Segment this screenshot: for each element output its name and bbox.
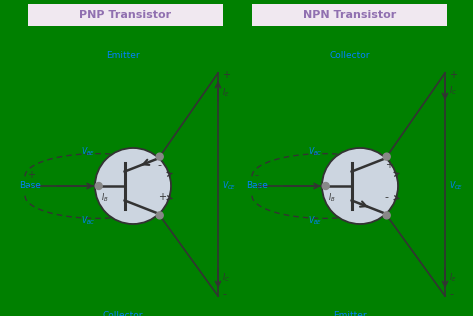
Text: $I_E$: $I_E$ <box>222 87 229 99</box>
Circle shape <box>156 212 163 219</box>
Text: +: + <box>158 192 166 202</box>
Text: +: + <box>27 170 35 180</box>
Text: NPN Transistor: NPN Transistor <box>303 10 396 20</box>
Text: Emitter: Emitter <box>106 52 140 60</box>
Text: -: - <box>158 160 162 170</box>
Text: Emitter: Emitter <box>333 312 367 316</box>
Text: $I_B$: $I_B$ <box>328 192 335 204</box>
Text: $I_E$: $I_E$ <box>449 272 456 284</box>
Text: $V_{CE}$: $V_{CE}$ <box>449 180 464 192</box>
Text: $V_{BE}$: $V_{BE}$ <box>308 214 323 227</box>
Text: Collector: Collector <box>103 312 143 316</box>
FancyBboxPatch shape <box>252 4 447 26</box>
Text: +: + <box>449 70 457 80</box>
Text: PNP Transistor: PNP Transistor <box>79 10 172 20</box>
Circle shape <box>156 153 163 160</box>
Text: $V_{CE}$: $V_{CE}$ <box>222 180 236 192</box>
Circle shape <box>322 183 329 190</box>
Text: $I_B$: $I_B$ <box>101 192 108 204</box>
Text: -: - <box>27 182 31 192</box>
Text: -: - <box>385 192 389 202</box>
Circle shape <box>383 153 390 160</box>
Circle shape <box>95 183 102 190</box>
Text: Base: Base <box>246 181 268 191</box>
Text: Collector: Collector <box>330 52 370 60</box>
Text: $V_{BC}$: $V_{BC}$ <box>308 145 323 158</box>
Text: -: - <box>449 289 453 299</box>
Text: +: + <box>385 160 393 170</box>
Circle shape <box>322 148 398 224</box>
Text: -: - <box>254 170 258 180</box>
Text: $I_C$: $I_C$ <box>222 272 230 284</box>
FancyBboxPatch shape <box>28 4 223 26</box>
Text: -: - <box>222 289 226 299</box>
Text: $I_C$: $I_C$ <box>449 85 457 97</box>
Circle shape <box>383 212 390 219</box>
Text: +: + <box>222 70 230 80</box>
Text: Base: Base <box>19 181 41 191</box>
Circle shape <box>95 148 171 224</box>
Text: $V_{BC}$: $V_{BC}$ <box>81 214 96 227</box>
Text: $V_{BE}$: $V_{BE}$ <box>81 145 96 158</box>
Text: +: + <box>254 182 262 192</box>
